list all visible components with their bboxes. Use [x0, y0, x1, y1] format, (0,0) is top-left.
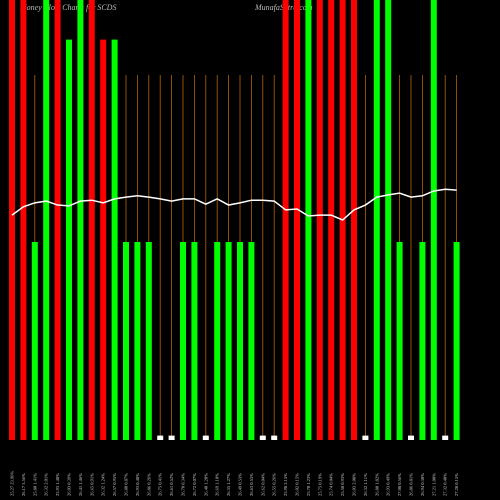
x-tick-label: 26.49 0.53% — [238, 473, 243, 496]
x-tick-label: 26.32 2.01% — [44, 473, 49, 496]
x-tick-label: 26.86 0.81% — [409, 473, 414, 496]
bar — [419, 242, 426, 440]
price-line — [11, 188, 457, 221]
bar — [294, 0, 300, 440]
x-tick-label: 26.86 0.26% — [146, 473, 151, 496]
x-tick-label: 25.93 1.48% — [55, 473, 60, 496]
x-tick-label: 25.70 1.23% — [306, 473, 311, 496]
x-tick-label: 26.57 0.95% — [112, 473, 117, 496]
x-tick-label: 26.40 1.20% — [203, 473, 208, 496]
x-tick-label: 26.80 1.82% — [374, 473, 379, 496]
bar — [202, 435, 209, 440]
x-tick-label: 26.61 0.52% — [169, 473, 174, 496]
bar — [88, 0, 95, 440]
bar — [259, 435, 266, 440]
x-tick-label: 25.98 2.15% — [283, 473, 288, 496]
x-tick-label: 26.70 0.34% — [181, 473, 186, 496]
bar — [77, 0, 84, 440]
bar — [145, 242, 152, 440]
bar — [180, 242, 186, 440]
x-tick-label: 25.75 0.19% — [317, 473, 322, 496]
x-tick-label: 25.50 0.93% — [340, 473, 345, 496]
bar — [396, 242, 403, 440]
x-tick-label: 26.65 0.91% — [89, 473, 94, 496]
bar — [453, 242, 460, 440]
x-tick-label: 26.93 0.48% — [135, 473, 140, 496]
x-tick-label: 26.32 1.24% — [101, 473, 106, 496]
x-tick-label: 26.55 0.26% — [272, 473, 277, 496]
bar — [430, 0, 437, 440]
bar — [168, 435, 175, 440]
x-tick-label: 26.75 0.41% — [158, 473, 163, 496]
bar — [66, 39, 72, 440]
bar — [442, 435, 449, 440]
x-tick-label: 26.35 1.27% — [226, 473, 231, 496]
bar — [123, 242, 129, 440]
bar — [237, 242, 243, 440]
x-tick-label: 25.74 0.04% — [329, 473, 334, 496]
x-tick-label: 27.21 1.00% — [431, 473, 436, 496]
x-tick-label: 26.62 0.04% — [260, 473, 265, 496]
x-tick-label: 26.80 0.87% — [124, 473, 129, 496]
x-tick-label: 26.02 0.15% — [295, 473, 300, 496]
x-tick-label: 26.41 1.46% — [78, 473, 83, 496]
x-tick-label: 26.03 2.08% — [352, 473, 357, 496]
x-tick-label: 26.32 1.11% — [363, 473, 368, 496]
bar — [134, 242, 141, 440]
bar — [225, 242, 232, 440]
x-tick-label: 27.28 0.15% — [454, 473, 459, 496]
bar — [31, 242, 38, 440]
bar — [20, 0, 27, 440]
x-tick-label: 26.17 3.56% — [21, 473, 26, 496]
bar — [100, 39, 107, 440]
bar — [9, 0, 15, 440]
bar — [316, 0, 323, 440]
x-tick-label: 26.69 1.10% — [215, 473, 220, 496]
bar — [214, 242, 221, 440]
x-tick-label: 26.72 0.07% — [192, 473, 197, 496]
bar — [111, 39, 118, 440]
x-tick-label: 26.63 0.53% — [249, 473, 254, 496]
bar — [373, 0, 380, 440]
bar — [408, 435, 414, 440]
bar — [385, 0, 392, 440]
bar — [351, 0, 357, 440]
chart-title: Money Flow Charts for SCDS — [19, 3, 116, 12]
bar — [328, 0, 335, 440]
bar — [157, 435, 164, 440]
bar — [191, 242, 198, 440]
x-tick-label: 27.08 0.56% — [397, 473, 402, 496]
x-tick-label: 26.93 0.49% — [386, 473, 391, 496]
x-tick-label: 25.80 1.41% — [32, 473, 37, 496]
x-tick-label: 27.32 0.40% — [443, 473, 448, 496]
bar — [43, 0, 50, 440]
bar — [248, 242, 255, 440]
bar — [54, 0, 61, 440]
bar — [305, 0, 312, 440]
x-tick-label: 26.94 0.30% — [420, 473, 425, 496]
x-tick-label: 25.27 23.96% — [10, 471, 15, 496]
x-tick-label: 26.03 0.39% — [67, 473, 72, 496]
bar — [362, 435, 369, 440]
bar — [271, 435, 278, 440]
bar — [282, 0, 289, 440]
